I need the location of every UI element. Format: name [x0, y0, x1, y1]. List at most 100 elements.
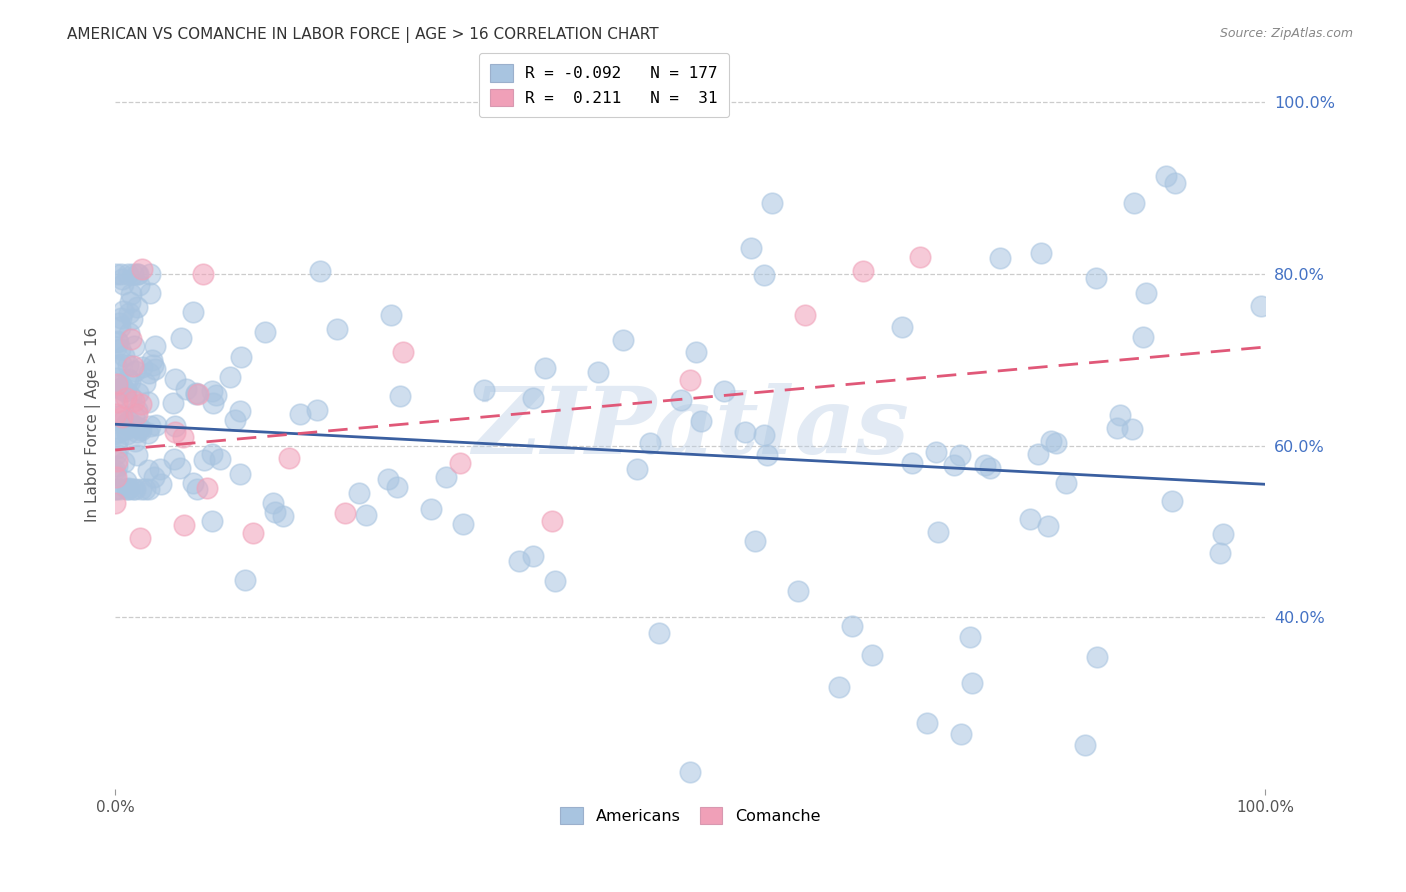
Point — [136, 425, 159, 440]
Point — [105, 441, 128, 455]
Point — [679, 764, 702, 779]
Point — [139, 286, 162, 301]
Point — [120, 295, 142, 310]
Point — [638, 436, 661, 450]
Point — [122, 359, 145, 373]
Point — [1074, 738, 1097, 752]
Point — [449, 456, 471, 470]
Point — [110, 311, 132, 326]
Point — [183, 305, 205, 319]
Point — [201, 396, 224, 410]
Point — [139, 418, 162, 433]
Point — [208, 451, 231, 466]
Point — [127, 267, 149, 281]
Point — [586, 365, 609, 379]
Point — [191, 267, 214, 281]
Point — [943, 458, 966, 472]
Point — [713, 384, 735, 399]
Point — [927, 524, 949, 539]
Point — [104, 426, 127, 441]
Point — [544, 574, 567, 589]
Point — [115, 422, 138, 436]
Point — [262, 496, 284, 510]
Point — [917, 716, 939, 731]
Point — [107, 425, 129, 439]
Point — [145, 417, 167, 432]
Point — [120, 390, 142, 404]
Point — [648, 626, 671, 640]
Point — [122, 267, 145, 281]
Point — [110, 342, 132, 356]
Point — [1135, 285, 1157, 300]
Point — [541, 514, 564, 528]
Point — [124, 364, 146, 378]
Point — [1132, 330, 1154, 344]
Point — [111, 277, 134, 292]
Point — [107, 334, 129, 348]
Point — [1164, 177, 1187, 191]
Point — [193, 452, 215, 467]
Point — [115, 427, 138, 442]
Point — [380, 309, 402, 323]
Point — [308, 264, 330, 278]
Point — [420, 502, 443, 516]
Point — [110, 272, 132, 286]
Point — [122, 482, 145, 496]
Point — [264, 505, 287, 519]
Point — [184, 387, 207, 401]
Point — [253, 326, 276, 340]
Legend: Americans, Comanche: Americans, Comanche — [550, 796, 831, 836]
Point — [125, 403, 148, 417]
Point — [756, 448, 779, 462]
Point — [138, 482, 160, 496]
Point — [434, 470, 457, 484]
Point — [669, 393, 692, 408]
Point — [105, 395, 128, 409]
Point — [890, 319, 912, 334]
Point — [122, 394, 145, 409]
Point — [925, 445, 948, 459]
Point — [278, 451, 301, 466]
Point — [120, 287, 142, 301]
Point — [451, 517, 474, 532]
Point — [205, 388, 228, 402]
Point — [219, 369, 242, 384]
Point — [118, 306, 141, 320]
Point — [522, 549, 544, 564]
Point — [195, 481, 218, 495]
Point — [104, 267, 127, 281]
Point — [138, 366, 160, 380]
Point — [1054, 476, 1077, 491]
Point — [242, 525, 264, 540]
Point — [1084, 271, 1107, 285]
Point — [827, 680, 849, 694]
Point — [127, 267, 149, 281]
Point — [134, 376, 156, 390]
Y-axis label: In Labor Force | Age > 16: In Labor Force | Age > 16 — [86, 326, 101, 522]
Point — [1045, 436, 1067, 450]
Point — [387, 480, 409, 494]
Point — [110, 377, 132, 392]
Point — [186, 482, 208, 496]
Point — [959, 630, 981, 644]
Point — [112, 349, 135, 363]
Point — [744, 533, 766, 548]
Point — [107, 335, 129, 350]
Point — [1154, 169, 1177, 183]
Point — [118, 374, 141, 388]
Point — [174, 382, 197, 396]
Point — [1028, 447, 1050, 461]
Point — [114, 384, 136, 398]
Point — [1039, 434, 1062, 449]
Point — [522, 392, 544, 406]
Point — [740, 241, 762, 255]
Point — [162, 395, 184, 409]
Point — [117, 326, 139, 340]
Point — [149, 477, 172, 491]
Point — [679, 373, 702, 387]
Point — [107, 377, 129, 392]
Point — [138, 463, 160, 477]
Point — [143, 339, 166, 353]
Point — [612, 333, 634, 347]
Point — [104, 467, 127, 482]
